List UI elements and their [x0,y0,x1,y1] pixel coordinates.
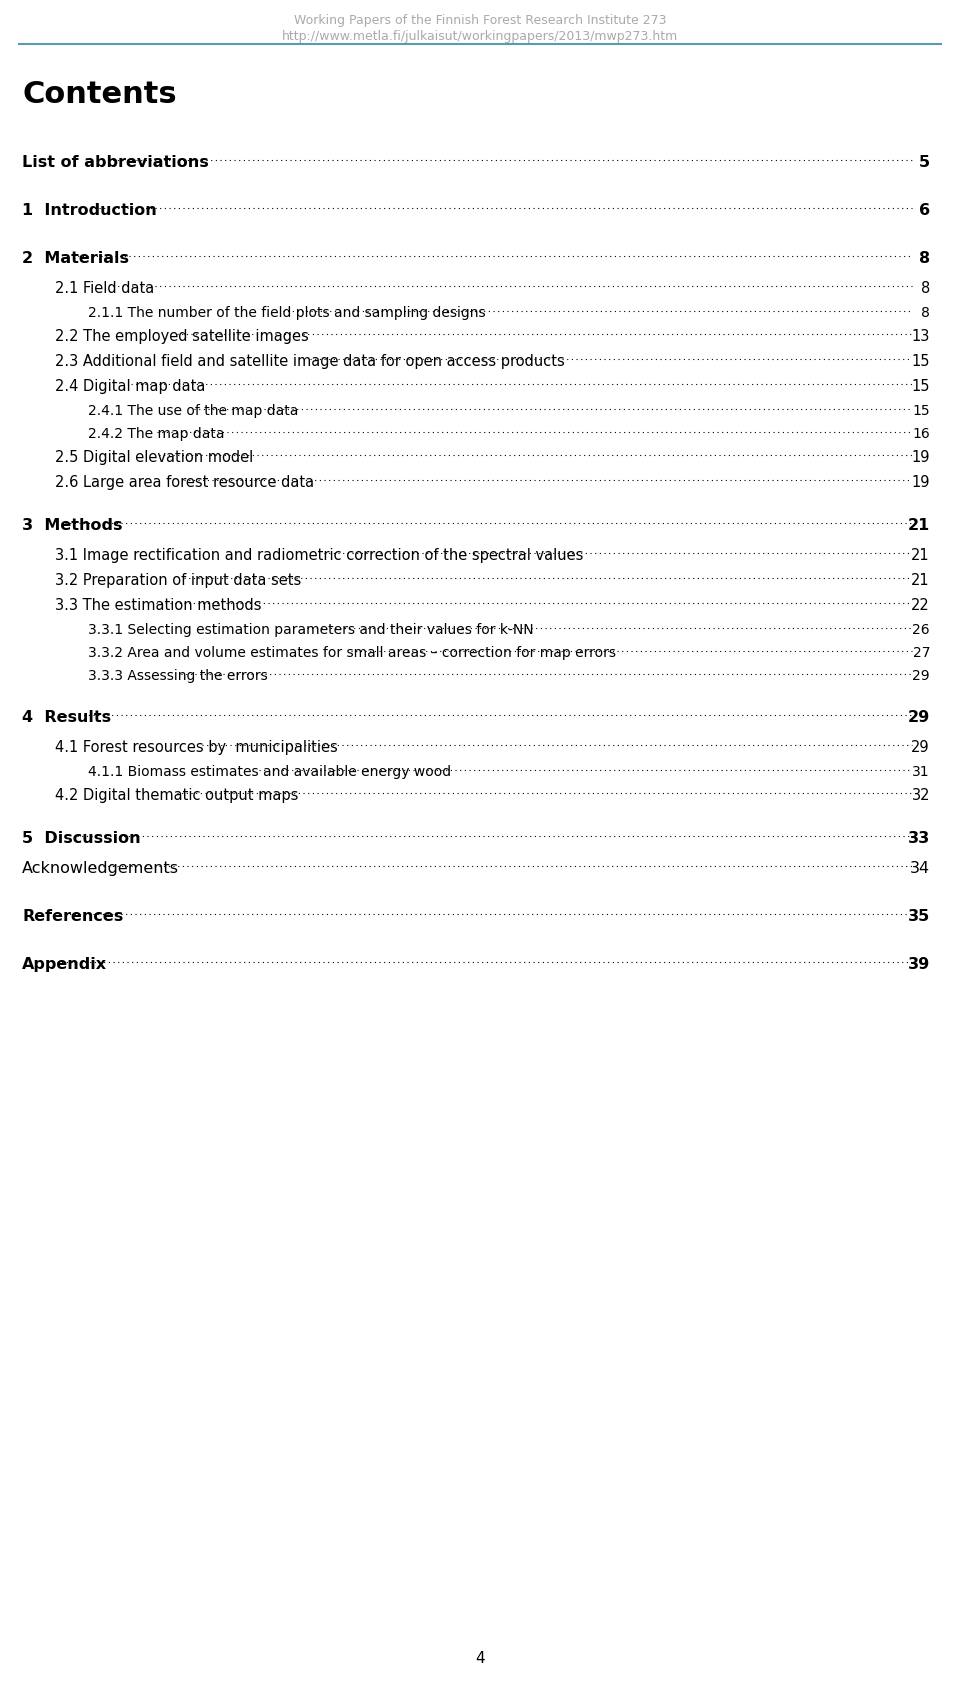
Text: 3.2 Preparation of input data sets: 3.2 Preparation of input data sets [55,573,306,588]
Text: 6: 6 [919,203,930,218]
Text: 39: 39 [908,957,930,972]
Text: 3.3.2 Area and volume estimates for small areas – correction for map errors: 3.3.2 Area and volume estimates for smal… [88,646,620,660]
Text: 29: 29 [911,740,930,755]
Text: References: References [22,909,123,924]
Text: 3.1 Image rectification and radiometric correction of the spectral values: 3.1 Image rectification and radiometric … [55,547,588,563]
Text: 3.3.3 Assessing the errors: 3.3.3 Assessing the errors [88,668,268,682]
Text: 13: 13 [912,329,930,344]
Text: 2.6 Large area forest resource data: 2.6 Large area forest resource data [55,474,314,489]
Text: 4.2 Digital thematic output maps: 4.2 Digital thematic output maps [55,788,303,803]
Text: 2.1 Field data: 2.1 Field data [55,281,158,297]
Text: Contents: Contents [22,80,177,109]
Text: Working Papers of the Finnish Forest Research Institute 273: Working Papers of the Finnish Forest Res… [294,14,666,27]
Text: 2.4.2 The map data: 2.4.2 The map data [88,426,228,440]
Text: 4.1 Forest resources by  municipalities: 4.1 Forest resources by municipalities [55,740,343,755]
Text: 2.5 Digital elevation model: 2.5 Digital elevation model [55,450,258,465]
Text: 5: 5 [919,155,930,170]
Text: 32: 32 [911,788,930,803]
Text: 15: 15 [912,404,930,418]
Text: 2.4.1 The use of the map data: 2.4.1 The use of the map data [88,404,302,418]
Text: 16: 16 [912,426,930,440]
Text: 15: 15 [911,379,930,394]
Text: 8: 8 [922,305,930,321]
Text: 27: 27 [913,646,930,660]
Text: 8: 8 [921,281,930,297]
Text: List of abbreviations: List of abbreviations [22,155,208,170]
Text: 33: 33 [908,830,930,846]
Text: 2.4 Digital map data: 2.4 Digital map data [55,379,205,394]
Text: 21: 21 [911,573,930,588]
Text: 21: 21 [911,547,930,563]
Text: 35: 35 [908,909,930,924]
Text: 3.3 The estimation methods: 3.3 The estimation methods [55,598,266,612]
Text: 5  Discussion: 5 Discussion [22,830,140,846]
Text: 19: 19 [911,450,930,465]
Text: 2.1.1 The number of the field plots and sampling designs: 2.1.1 The number of the field plots and … [88,305,486,321]
Text: 34: 34 [910,861,930,875]
Text: 19: 19 [911,474,930,489]
Text: 2.2 The employed satellite images: 2.2 The employed satellite images [55,329,309,344]
Text: 15: 15 [911,355,930,368]
Text: 4  Results: 4 Results [22,709,111,725]
Text: 29: 29 [908,709,930,725]
Text: 8: 8 [919,251,930,266]
Text: Acknowledgements: Acknowledgements [22,861,179,875]
Text: 22: 22 [911,598,930,612]
Text: 3.3.1 Selecting estimation parameters and their values for k-NN: 3.3.1 Selecting estimation parameters an… [88,622,534,636]
Text: 1  Introduction: 1 Introduction [22,203,156,218]
Text: 29: 29 [912,668,930,682]
Text: 31: 31 [912,764,930,779]
Text: http://www.metla.fi/julkaisut/workingpapers/2013/mwp273.htm: http://www.metla.fi/julkaisut/workingpap… [282,31,678,43]
Text: 26: 26 [912,622,930,636]
Text: 4: 4 [475,1650,485,1666]
Text: Appendix: Appendix [22,957,108,972]
Text: 3  Methods: 3 Methods [22,518,123,532]
Text: 2  Materials: 2 Materials [22,251,129,266]
Text: 2.3 Additional field and satellite image data for open access products: 2.3 Additional field and satellite image… [55,355,564,368]
Text: 21: 21 [908,518,930,532]
Text: 4.1.1 Biomass estimates and available energy wood: 4.1.1 Biomass estimates and available en… [88,764,451,779]
